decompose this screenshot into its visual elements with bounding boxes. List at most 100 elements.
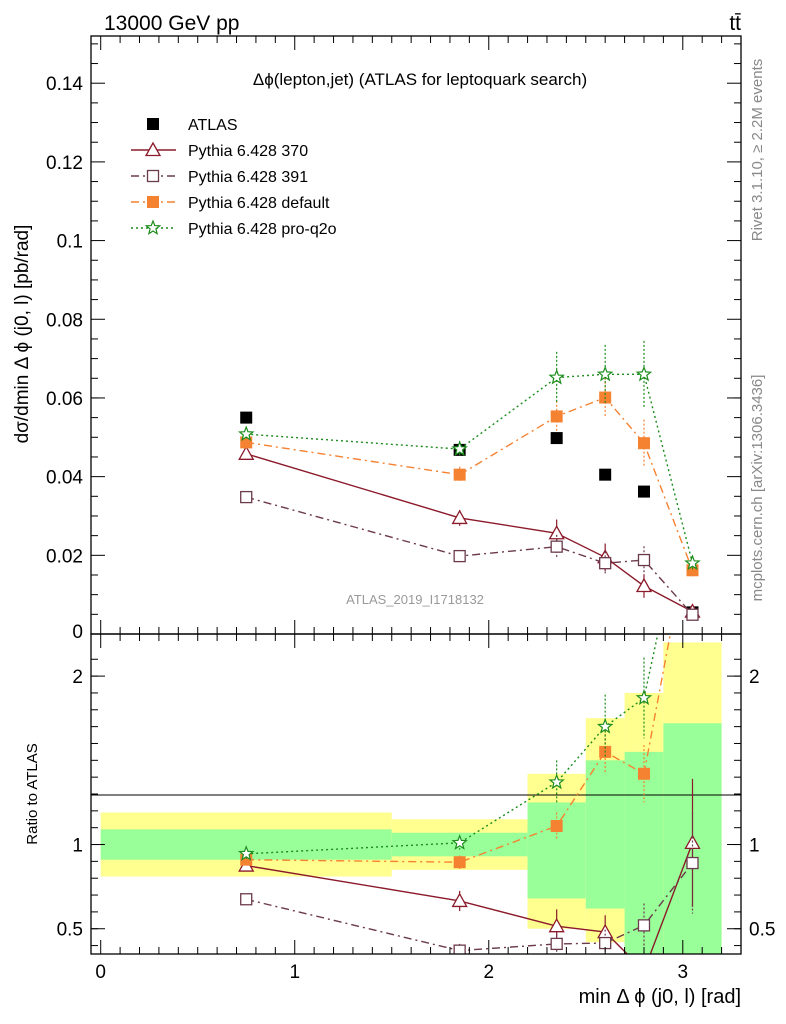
data-point [550, 540, 563, 553]
series-line [245, 453, 693, 613]
data-point [548, 524, 565, 540]
xtick-label: 3 [678, 962, 689, 983]
main-ytick-zero-label: 0 [72, 622, 83, 643]
legend-marker [147, 118, 159, 130]
ratio-data-point [451, 892, 468, 908]
main-y-axis-label-text: dσ/dmin Δ ϕ (j0, l) [pb/rad] [12, 225, 33, 444]
series-line [246, 396, 694, 571]
series-atlas [240, 411, 699, 619]
data-point [548, 368, 565, 385]
data-point [637, 485, 650, 498]
legend-entry: Pythia 6.428 370 [131, 141, 308, 160]
ratio-ytick-label-right: 1 [749, 836, 760, 857]
main-plot-panel: 0.02 0.04 0.06 0.08 0.1 0.12 0.14 0 Δϕ(lepton,j… [12, 35, 742, 643]
data-point [238, 445, 255, 460]
data-point [238, 425, 255, 442]
x-ticks: 0 1 2 3 [95, 36, 723, 983]
legend-entry: Pythia 6.428 default [131, 195, 330, 212]
xtick-label: 0 [95, 962, 106, 983]
ratio-data-point [686, 856, 699, 870]
main-ytick-label: 0.02 [46, 546, 83, 567]
data-point [635, 577, 653, 593]
ratio-ytick-label: 0.5 [57, 920, 83, 941]
ratio-series-line [246, 842, 694, 954]
data-point [451, 440, 468, 457]
data-point [453, 468, 466, 481]
main-title: Δϕ(lepton,jet) (ATLAS for leptoquark sea… [253, 70, 587, 89]
main-series-layer [238, 340, 701, 621]
legend-label: Pythia 6.428 370 [188, 143, 308, 160]
legend-entry: Pythia 6.428 391 [131, 169, 308, 186]
data-point [453, 549, 466, 563]
xtick-label: 2 [483, 962, 494, 983]
data-point [637, 553, 651, 567]
main-ytick-label: 0.12 [46, 153, 83, 174]
ratio-series-line [246, 634, 659, 855]
ratio-data-point [548, 773, 565, 790]
ratio-ytick-label: 2 [72, 667, 83, 688]
ratio-data-point [635, 689, 653, 706]
ratio-data-point [453, 944, 466, 954]
ratio-y-ticks: 0.5 0.5 1 1 2 2 [57, 658, 775, 947]
ratio-data-point [599, 936, 612, 950]
main-ytick-label: 0.14 [46, 74, 83, 95]
ratio-data-point [453, 856, 466, 869]
ratio-data-point [596, 717, 614, 734]
ratio-data-point [237, 845, 255, 861]
ratio-series-line [246, 862, 694, 952]
main-y-ticks: 0.02 0.04 0.06 0.08 0.1 0.12 0.14 0 [46, 43, 741, 643]
data-point [599, 468, 612, 481]
ratio-data-point [550, 820, 563, 832]
main-ytick-label: 0.1 [57, 232, 83, 253]
ratio-ytick-label-right: 2 [749, 667, 760, 688]
ratio-series-line [246, 634, 672, 863]
ratio-ytick-label: 1 [72, 836, 83, 857]
legend: ATLAS Pythia 6.428 370 Pythia 6.428 391 Pyt… [131, 117, 337, 238]
ratio-series-clipped [237, 634, 701, 954]
mcplots-label: mcplots.cern.ch [arXiv:1306.3436] [749, 375, 766, 602]
ratio-data-point [548, 917, 565, 933]
ratio-band-inner [585, 760, 625, 909]
data-point [240, 490, 253, 504]
energy-label: 13000 GeV pp [104, 12, 239, 35]
ratio-data-point [637, 919, 651, 932]
series-pythia-6-428-default [240, 377, 699, 579]
main-ytick-label: 0.08 [46, 310, 83, 331]
legend-label: ATLAS [188, 117, 238, 134]
legend-marker [147, 196, 159, 208]
ratio-y-axis-label: Ratio to ATLAS [24, 743, 41, 844]
legend-label: Pythia 6.428 391 [188, 169, 308, 186]
ratio-series-pythia-6-428-391 [240, 812, 699, 954]
data-point [599, 557, 612, 570]
ratio-series-layer [237, 634, 701, 954]
ratio-bands [100, 642, 722, 954]
x-axis-label: min Δ ϕ (j0, l) [rad] [579, 986, 741, 1008]
legend-marker [144, 219, 162, 236]
legend-label: Pythia 6.428 pro-q2o [188, 221, 337, 238]
series-pythia-6-428-370 [238, 445, 701, 618]
series-pythia-6-428-391 [240, 490, 699, 621]
data-point [240, 411, 253, 424]
legend-entry: Pythia 6.428 pro-q2o [131, 219, 337, 238]
ratio-data-point [451, 834, 468, 850]
ratio-ytick-label-right: 0.5 [749, 920, 775, 941]
series-line [246, 373, 694, 564]
data-point [451, 509, 468, 525]
main-ytick-label: 0.04 [46, 468, 83, 489]
ratio-plot-panel: 0.5 0.5 1 1 2 2 0 1 2 3 Ratio to ATLAS min Δ ϕ (… [24, 36, 775, 1008]
data-point [550, 410, 563, 423]
process-label: tt̄ [729, 12, 741, 35]
ratio-data-point [637, 767, 650, 780]
data-point [684, 554, 701, 571]
legend-entry: ATLAS [147, 117, 238, 134]
main-y-axis-label: dσ/dmin Δ ϕ (j0, l) [pb/rad] [12, 225, 33, 444]
ratio-data-point [240, 893, 253, 906]
analysis-label: ATLAS_2019_I1718132 [346, 592, 484, 607]
legend-marker [144, 141, 162, 157]
ratio-series-pythia-6-428-pro-q2o [237, 634, 659, 861]
data-point [550, 432, 563, 445]
data-point [596, 365, 614, 382]
xtick-label: 1 [289, 962, 300, 983]
data-point [686, 608, 699, 621]
data-point [637, 437, 650, 450]
